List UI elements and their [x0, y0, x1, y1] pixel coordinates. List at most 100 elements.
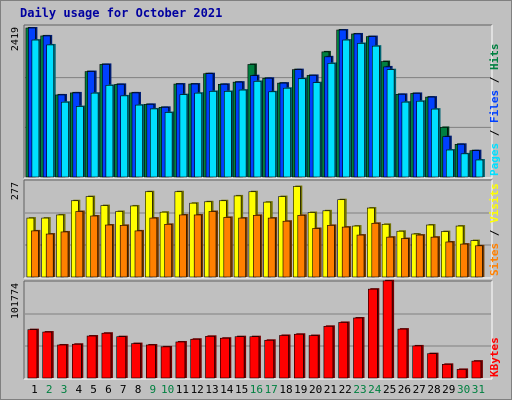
- legend-hits-files-pages-part-4: Hits: [488, 44, 501, 71]
- bar-pages-day-22-face: [342, 39, 351, 178]
- bar-pages-day-29: [445, 149, 456, 178]
- legend-visits-sites-part-2: Visits: [488, 183, 501, 223]
- bar-pages-day-4-face: [76, 106, 84, 178]
- bar-kbytes-day-22: [338, 321, 350, 379]
- bar-kbytes-day-28-face: [427, 353, 437, 379]
- bar-sites-day-14: [223, 216, 233, 278]
- day-label-19: 19: [294, 383, 307, 396]
- day-label-31: 31: [472, 383, 485, 396]
- bar-kbytes-day-25-face: [382, 280, 393, 379]
- bar-sites-day-1: [31, 229, 41, 278]
- bar-pages-day-19: [297, 77, 308, 178]
- bar-kbytes-day-30-face: [456, 369, 467, 379]
- bar-pages-day-14: [224, 90, 234, 178]
- bar-sites-day-27-face: [415, 234, 424, 278]
- bar-kbytes-day-1: [27, 328, 39, 379]
- bar-kbytes-day-15-face: [234, 336, 245, 379]
- legend-hits-files-pages-part-0: Pages: [488, 143, 501, 176]
- bar-kbytes-day-4-face: [72, 343, 82, 379]
- bar-pages-day-12-face: [194, 92, 202, 178]
- bar-kbytes-day-16-face: [249, 336, 260, 379]
- bar-kbytes-day-13-face: [205, 336, 215, 379]
- bar-kbytes-day-1-face: [27, 329, 38, 379]
- bar-sites-day-22: [341, 226, 352, 278]
- bar-pages-day-20: [312, 81, 323, 178]
- day-label-1: 1: [31, 383, 38, 396]
- bar-sites-day-18: [282, 220, 292, 278]
- bar-pages-day-27: [416, 100, 426, 178]
- bar-sites-day-16-face: [253, 215, 261, 278]
- max-label-kbytes: 101774: [10, 283, 21, 319]
- day-label-6: 6: [105, 383, 112, 396]
- bar-sites-day-26: [401, 237, 411, 278]
- bar-kbytes-day-23-face: [353, 317, 363, 379]
- bar-pages-day-2: [46, 43, 56, 178]
- bar-kbytes-day-18: [279, 334, 291, 379]
- bar-pages-day-9: [150, 107, 160, 178]
- bar-pages-day-1-face: [31, 39, 40, 178]
- bar-kbytes-day-26: [397, 328, 409, 379]
- day-label-8: 8: [135, 383, 142, 396]
- bar-kbytes-day-5: [86, 335, 99, 379]
- day-label-26: 26: [398, 383, 411, 396]
- bar-sites-day-16: [253, 214, 263, 278]
- day-label-21: 21: [324, 383, 337, 396]
- bar-kbytes-day-29-face: [441, 364, 452, 379]
- bar-sites-day-18-face: [282, 220, 291, 278]
- bar-kbytes-day-6-face: [101, 332, 112, 379]
- bar-sites-day-30: [460, 243, 470, 278]
- chart-title: Daily usage for October 2021: [20, 6, 223, 20]
- bar-kbytes-day-29: [441, 363, 454, 379]
- bar-kbytes-day-12-face: [190, 338, 200, 379]
- bar-pages-day-10: [164, 111, 175, 178]
- legend-hits-files-pages: Pages / Files / Hits: [488, 44, 501, 177]
- bar-sites-day-29: [445, 240, 455, 278]
- bar-sites-day-5: [90, 215, 100, 278]
- day-label-25: 25: [383, 383, 396, 396]
- bar-sites-day-2-face: [45, 233, 54, 278]
- bar-kbytes-day-20-face: [308, 335, 319, 379]
- bar-sites-day-20-face: [312, 228, 320, 278]
- bar-sites-day-6: [105, 224, 115, 278]
- bar-sites-day-4-face: [75, 211, 84, 278]
- bar-kbytes-day-19: [293, 333, 306, 379]
- bar-pages-day-14-face: [224, 91, 232, 178]
- bar-pages-day-9-face: [150, 108, 158, 178]
- day-label-22: 22: [339, 383, 352, 396]
- legend-hits-files-pages-part-2: Files: [488, 90, 501, 123]
- legend-hits-files-pages-part-1: /: [488, 123, 501, 143]
- bar-sites-day-14-face: [223, 217, 232, 278]
- bar-pages-day-22: [342, 39, 352, 178]
- bar-sites-day-19: [297, 214, 307, 278]
- bar-sites-day-27: [415, 234, 426, 278]
- legend-visits-sites-part-0: Sites: [488, 243, 501, 276]
- bar-kbytes-day-14-face: [220, 337, 230, 379]
- bar-sites-day-31: [475, 244, 485, 278]
- bar-kbytes-day-2: [42, 331, 54, 379]
- bar-sites-day-12: [193, 213, 204, 278]
- bar-sites-day-17-face: [267, 217, 276, 278]
- bar-kbytes-day-21: [323, 325, 335, 379]
- legend-hits-files-pages-part-3: /: [488, 70, 501, 90]
- bar-pages-day-23-face: [357, 43, 365, 178]
- day-label-30: 30: [457, 383, 470, 396]
- bar-pages-day-29-face: [445, 149, 454, 178]
- legend-kbytes: KBytes: [488, 337, 501, 377]
- bar-pages-day-28: [431, 108, 441, 178]
- day-label-13: 13: [205, 383, 218, 396]
- bar-kbytes-day-31-face: [471, 360, 482, 379]
- day-label-7: 7: [120, 383, 127, 396]
- bar-kbytes-day-24: [367, 288, 380, 379]
- bar-sites-day-3: [60, 230, 70, 278]
- bar-kbytes-day-25: [382, 279, 395, 379]
- max-label-visits-sites: 277: [10, 182, 21, 200]
- bar-pages-day-4: [76, 105, 86, 178]
- bar-kbytes-day-4: [72, 343, 84, 379]
- bar-kbytes-day-10-face: [160, 346, 171, 379]
- bar-kbytes-day-18-face: [279, 335, 289, 379]
- bar-sites-day-15-face: [238, 217, 246, 278]
- bar-sites-day-25: [386, 236, 396, 278]
- bar-sites-day-13: [208, 210, 218, 278]
- bar-sites-day-28-face: [430, 236, 439, 278]
- day-label-28: 28: [427, 383, 440, 396]
